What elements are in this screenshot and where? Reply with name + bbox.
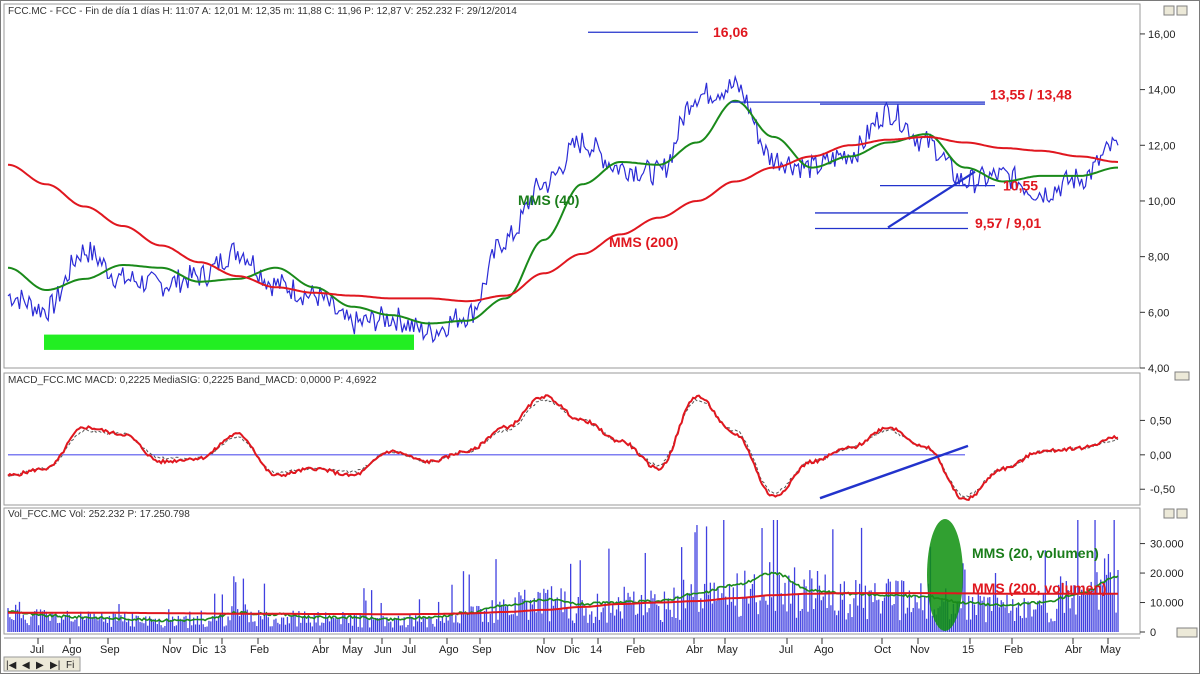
volume-ma-lines [7,519,1119,631]
volume-plot-area [3,507,1141,635]
volume-panel: Vol_FCC.MC Vol: 252.232 P: 17.250.798 30… [3,507,1198,639]
annotation-support-mid: 10,55 [1003,178,1038,194]
nav-year-marker: Fi [66,660,74,671]
x-month-label: Feb [1004,644,1023,656]
x-month-label: Oct [874,644,891,656]
legend-mms200-vol: MMS (200, volumen) [972,580,1107,596]
x-month-label: 14 [590,644,602,656]
x-month-label: Jul [30,644,44,656]
vol-minimize-button[interactable] [1163,508,1175,519]
macd-y-axis: 0,50 0,00 -0,50 [1140,415,1175,496]
volume-y-tick-label: 30.000 [1150,539,1184,551]
sin-ordenes-label: Sin órdenes [14,352,63,362]
support-band-rect [44,334,414,350]
vol-scale-button[interactable] [1176,627,1198,638]
x-month-label: Ago [814,644,834,656]
price-y-tick-label: 8,00 [1148,252,1169,264]
x-month-label: Dic [564,644,580,656]
annotation-resistance: 13,55 / 13,48 [990,87,1072,103]
price-annotations: 16,06 13,55 / 13,48 10,55 9,57 / 9,01 MMS (4… [518,24,1072,250]
price-series-line [7,74,1119,344]
price-y-tick-label: 4,00 [1148,363,1169,375]
vol-maximize-button[interactable] [1176,508,1188,519]
x-month-label: Sep [100,644,120,656]
annotation-support-low: 9,57 / 9,01 [975,215,1041,231]
x-month-label: 15 [962,644,974,656]
volume-bars [7,520,1119,632]
annotation-high: 16,06 [713,24,748,40]
x-month-label: Nov [162,644,182,656]
x-month-label: May [717,644,738,656]
x-month-label: Nov [536,644,556,656]
nav-prev-icon[interactable]: ◀ [22,660,30,671]
volume-y-tick-label: 0 [1150,627,1156,639]
price-panel: FCC.MC - FCC - Fin de día 1 días H: 11:0… [3,3,1190,381]
support-band [44,334,414,350]
price-header: FCC.MC - FCC - Fin de día 1 días H: 11:0… [8,6,517,17]
nav-last-icon[interactable]: ▶| [50,660,60,671]
panel-scroll-button[interactable] [1174,371,1190,381]
legend-mms20-vol: MMS (20, volumen) [972,545,1099,561]
volume-y-axis: 30.000 20.000 10.000 0 [1140,539,1184,639]
x-axis-labels: Jul Ago Sep Nov Dic 13 Feb Abr May Jun Jul Ago Sep No… [30,638,1121,656]
price-y-tick-label: 6,00 [1148,307,1169,319]
navigation-bar: |◀ ◀ ▶ ▶| Fi [3,656,81,672]
annotation-mms200: MMS (200) [609,234,678,250]
macd-y-tick-label: -0,50 [1150,484,1175,496]
x-month-label: Ago [439,644,459,656]
x-month-label: Jul [402,644,416,656]
x-axis: Jul Ago Sep Nov Dic 13 Feb Abr May Jun Jul Ago Sep No… [4,637,1140,656]
macd-y-tick-label: 0,50 [1150,415,1171,427]
x-month-label: Nov [910,644,930,656]
macd-y-tick-label: 0,00 [1150,450,1171,462]
nav-first-icon[interactable]: |◀ [6,660,17,671]
volume-header: Vol_FCC.MC Vol: 252.232 P: 17.250.798 [8,509,190,520]
macd-plot-area [3,372,1141,506]
x-month-label: Abr [686,644,703,656]
volume-highlight-ellipse [927,519,963,631]
vol-mms200-line [8,592,1118,616]
x-month-label: May [342,644,363,656]
annotation-mms40: MMS (40) [518,192,579,208]
price-y-tick-label: 10,00 [1148,196,1176,208]
x-month-label: Feb [250,644,269,656]
panel-minimize-button[interactable] [1163,5,1175,16]
macd-series-group [7,394,1119,501]
x-month-label: Jun [374,644,392,656]
x-month-label: Dic [192,644,208,656]
nav-bar-bg [3,656,81,672]
vol-mms20-line [7,571,1119,623]
price-y-axis: 16,00 14,00 12,00 10,00 8,00 6,00 4,00 [1140,29,1176,375]
x-month-label: Ago [62,644,82,656]
price-y-tick-label: 14,00 [1148,85,1176,97]
macd-trendline [819,444,969,500]
x-month-label: Abr [1065,644,1082,656]
volume-y-tick-label: 20.000 [1150,568,1184,580]
nav-next-icon[interactable]: ▶ [36,660,44,671]
panel-maximize-button[interactable] [1176,5,1188,16]
x-month-label: 13 [214,644,226,656]
price-y-tick-label: 16,00 [1148,29,1176,41]
x-month-label: Sep [472,644,492,656]
volume-y-tick-label: 10.000 [1150,598,1184,610]
macd-line [7,394,1119,501]
x-month-label: Jul [779,644,793,656]
macd-panel: MACD_FCC.MC MACD: 0,2225 MediaSIG: 0,222… [3,372,1175,506]
x-month-label: Feb [626,644,645,656]
macd-header: MACD_FCC.MC MACD: 0,2225 MediaSIG: 0,222… [8,375,377,386]
price-trendline [887,170,976,229]
price-y-tick-label: 12,00 [1148,140,1176,152]
x-month-label: Abr [312,644,329,656]
mms200-line [7,135,1119,303]
price-series-group [7,74,1119,344]
x-month-label: May [1100,644,1121,656]
